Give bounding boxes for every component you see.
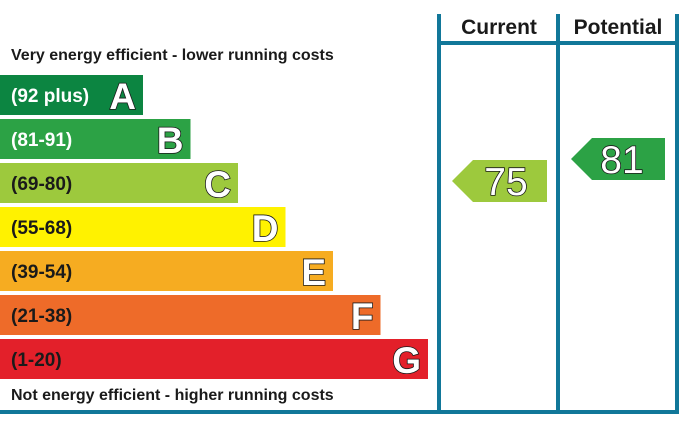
current-rating-arrow bbox=[452, 160, 547, 202]
band-bar-g bbox=[0, 339, 428, 379]
bottom-caption: Not energy efficient - higher running co… bbox=[11, 387, 334, 404]
current-rating-value: 75 bbox=[484, 161, 527, 204]
header-potential: Potential bbox=[574, 16, 663, 39]
band-letter-e: E bbox=[301, 252, 326, 293]
header-current: Current bbox=[461, 16, 537, 39]
band-letter-d: D bbox=[252, 208, 279, 249]
band-letter-g: G bbox=[392, 340, 421, 381]
current-rating-marker: 75 bbox=[452, 160, 547, 205]
band-range-b: (81-91) bbox=[11, 130, 72, 151]
band-range-g: (1-20) bbox=[11, 350, 62, 371]
band-range-a: (92 plus) bbox=[11, 86, 89, 107]
band-bar-a bbox=[0, 75, 143, 115]
band-bar-e bbox=[0, 251, 333, 291]
band-range-c: (69-80) bbox=[11, 174, 72, 195]
potential-rating-marker: 81 bbox=[571, 138, 665, 183]
band-letter-f: F bbox=[351, 296, 374, 337]
top-caption: Very energy efficient - lower running co… bbox=[11, 47, 334, 64]
band-letter-a: A bbox=[109, 76, 136, 117]
potential-rating-arrow bbox=[571, 138, 665, 180]
band-bar-f bbox=[0, 295, 381, 335]
rating-bands: (92 plus) A (81-91) B (69-80) C (55-68) D (39-54… bbox=[0, 75, 428, 382]
band-range-f: (21-38) bbox=[11, 306, 72, 327]
band-letter-c: C bbox=[204, 164, 231, 205]
potential-rating-value: 81 bbox=[600, 139, 643, 182]
band-range-d: (55-68) bbox=[11, 218, 72, 239]
band-range-e: (39-54) bbox=[11, 262, 72, 283]
band-bar-c bbox=[0, 163, 238, 203]
band-bar-d bbox=[0, 207, 286, 247]
band-bar-b bbox=[0, 119, 191, 159]
band-letter-b: B bbox=[157, 120, 184, 161]
